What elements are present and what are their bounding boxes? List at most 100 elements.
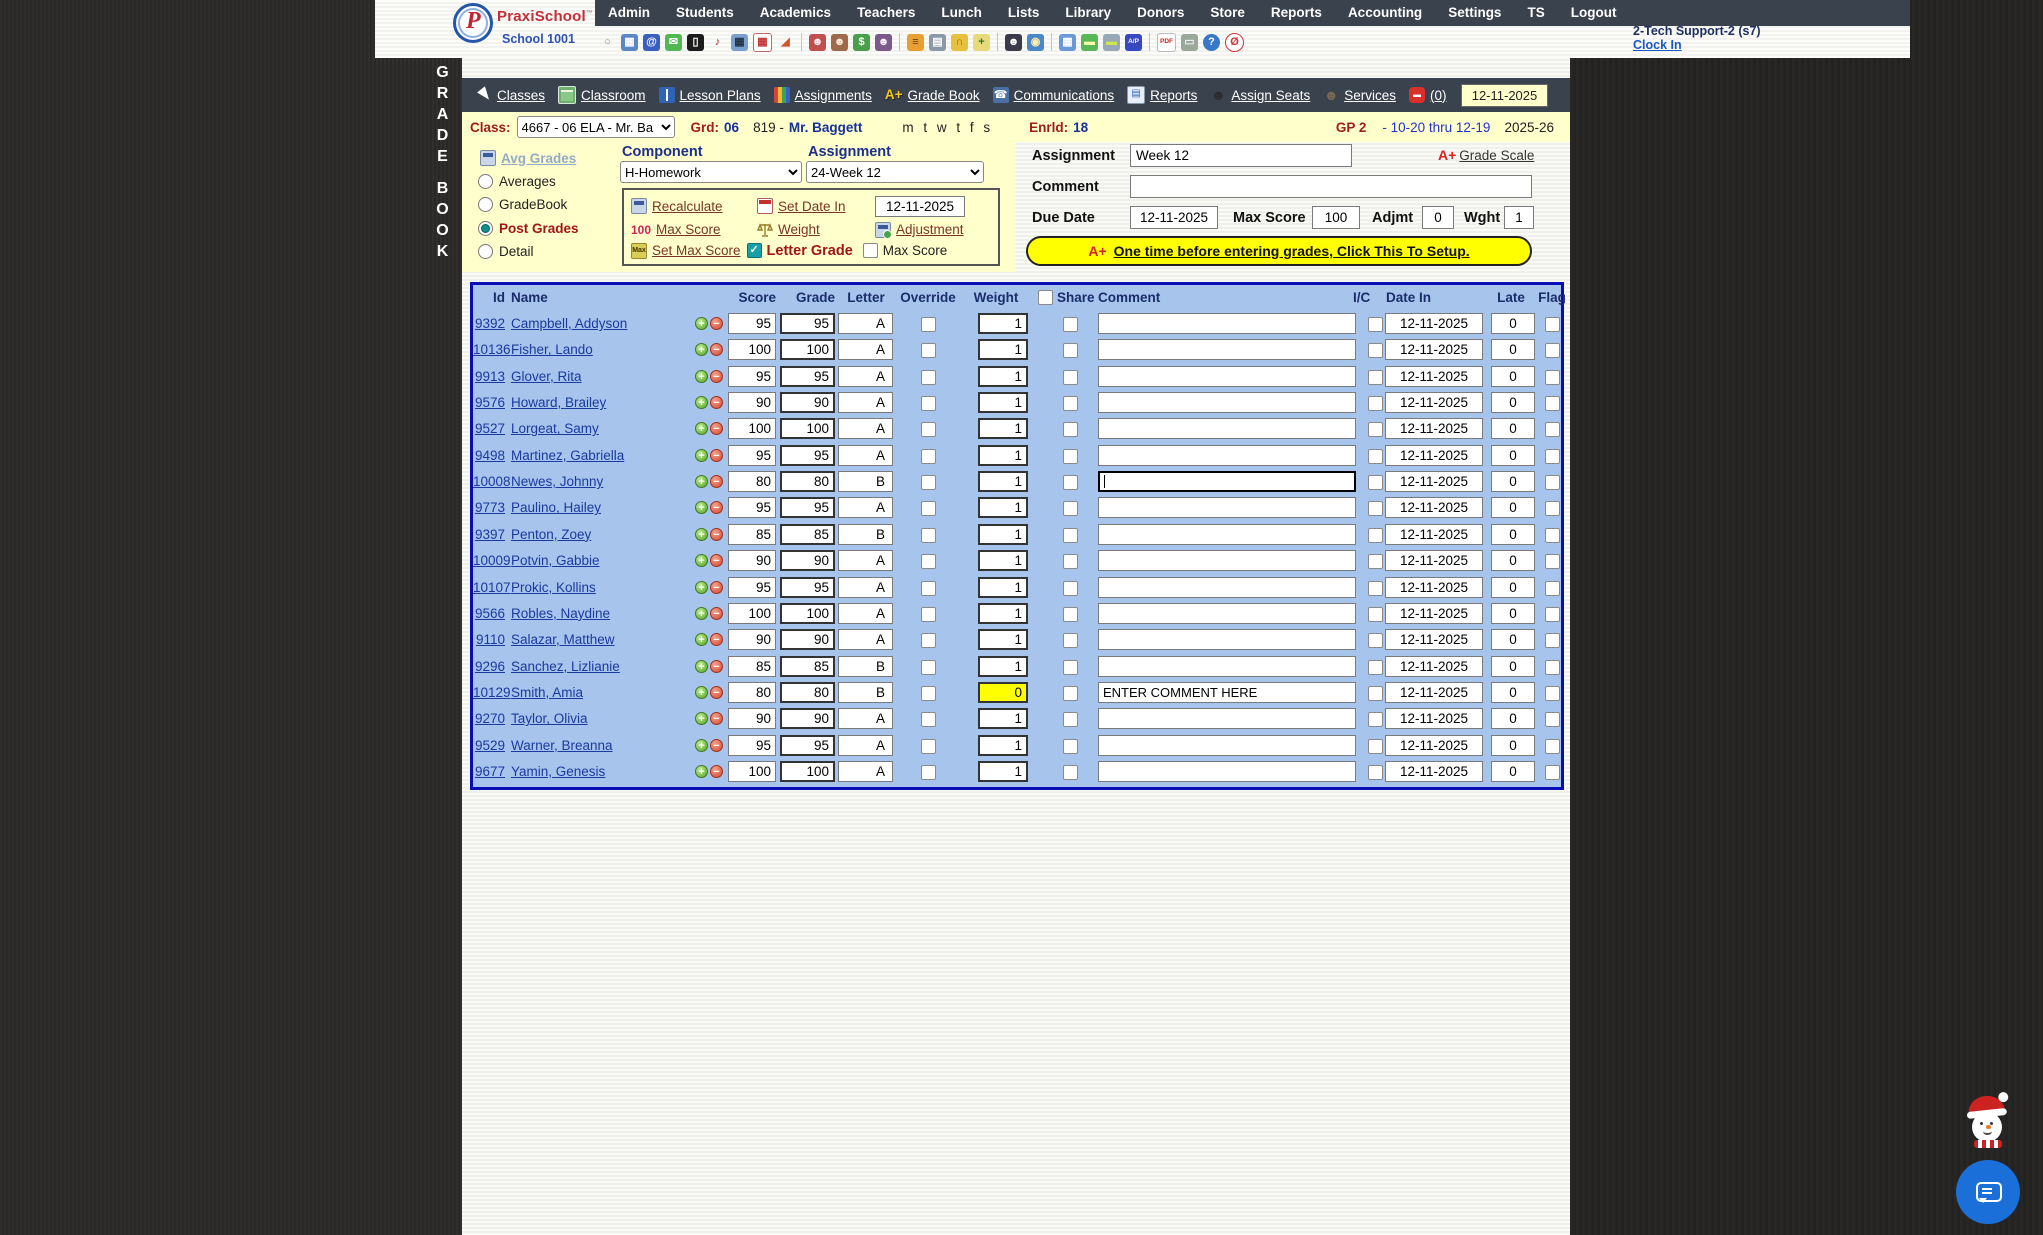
add-grade-icon[interactable]: + [695,659,708,673]
add-grade-icon[interactable]: + [695,738,708,752]
lunch-icon[interactable]: ≡ [907,33,924,51]
student-icon[interactable]: ☻ [831,33,848,51]
remove-grade-icon[interactable]: − [710,633,723,647]
secondary-nav-messages-link[interactable]: (0) [1429,87,1447,103]
share-checkbox[interactable] [1063,422,1078,438]
weight-input[interactable] [978,418,1028,440]
letter-input[interactable] [838,681,893,703]
date-in-input[interactable] [1385,313,1483,334]
letter-input[interactable] [838,760,893,782]
ic-checkbox[interactable] [1368,712,1383,728]
radio-gradebook[interactable] [478,197,493,212]
nav-item-admin[interactable]: Admin [608,5,650,20]
component-select[interactable]: H-Homework [620,161,802,183]
secondary-nav-classroom-link[interactable]: Classroom [581,87,646,103]
share-checkbox[interactable] [1063,712,1078,728]
student-name-link[interactable]: Lorgeat, Samy [511,421,599,437]
grade-input[interactable] [780,339,835,361]
flag-checkbox[interactable] [1545,554,1560,570]
weight-input[interactable] [978,444,1028,466]
student-name-link[interactable]: Penton, Zoey [511,526,592,542]
grade-input[interactable] [780,760,835,782]
ic-checkbox[interactable] [1368,580,1383,596]
late-input[interactable] [1491,471,1535,493]
secondary-nav-classes[interactable]: Classes [476,87,545,103]
current-date-box[interactable]: 12-11-2025 [1461,84,1548,107]
date-in-input[interactable] [1385,497,1483,519]
remove-grade-icon[interactable]: − [710,764,723,778]
grade-input[interactable] [780,313,835,334]
comment-input[interactable] [1098,471,1356,493]
comment-input[interactable] [1098,444,1356,466]
score-input[interactable] [728,576,776,598]
student-name-link[interactable]: Glover, Rita [511,368,582,384]
nav-item-library[interactable]: Library [1065,5,1112,20]
override-checkbox[interactable] [921,685,936,701]
set-max-score-link[interactable]: Set Max Score [652,243,741,258]
weight-input[interactable] [978,497,1028,519]
student-id-link[interactable]: 10107 [473,579,511,595]
late-input[interactable] [1491,576,1535,598]
remove-grade-icon[interactable]: − [710,738,723,752]
weight-input[interactable] [978,708,1028,730]
student-name-link[interactable]: Paulino, Hailey [511,500,602,516]
comment-input[interactable] [1098,339,1356,361]
clock-icon[interactable]: ◉ [1027,33,1044,51]
score-input[interactable] [728,629,776,651]
student-name-link[interactable]: Yamin, Genesis [511,763,606,779]
set-date-in-link[interactable]: Set Date In [778,198,846,214]
weight-input[interactable] [978,392,1028,414]
ic-checkbox[interactable] [1368,659,1383,675]
ic-checkbox[interactable] [1368,685,1383,701]
weight-input[interactable] [978,523,1028,545]
avg-grades-link[interactable]: Avg Grades [501,150,577,166]
comment-input[interactable] [1098,629,1356,651]
letter-input[interactable] [838,365,893,387]
secondary-nav-reports-link[interactable]: Reports [1150,87,1198,103]
student-id-link[interactable]: 9296 [474,658,505,674]
add-grade-icon[interactable]: + [695,475,708,489]
megaphone-icon[interactable]: ◢ [781,35,790,48]
remove-grade-icon[interactable]: − [710,712,723,726]
assignment-name-input[interactable] [1130,144,1352,167]
grade-scale[interactable]: A+ Grade Scale [1438,147,1534,163]
late-input[interactable] [1491,655,1535,677]
share-checkbox[interactable] [1063,475,1078,491]
share-checkbox[interactable] [1063,685,1078,701]
grade-input[interactable] [780,471,835,493]
late-input[interactable] [1491,418,1535,440]
student-id-link[interactable]: 9527 [474,421,505,437]
add-grade-icon[interactable]: + [695,422,708,436]
comment-input[interactable] [1098,576,1356,598]
letter-input[interactable] [838,444,893,466]
student-id-link[interactable]: 9566 [474,605,505,621]
flag-checkbox[interactable] [1545,422,1560,438]
weight-input[interactable] [978,760,1028,782]
max-score-input[interactable] [1312,206,1360,229]
share-checkbox[interactable] [1063,527,1078,543]
share-checkbox[interactable] [1063,659,1078,675]
wght-input[interactable] [1504,206,1534,229]
letter-input[interactable] [838,576,893,598]
adjmt-input[interactable] [1422,206,1454,229]
late-input[interactable] [1491,760,1535,782]
comment-input[interactable] [1098,655,1356,677]
flag-checkbox[interactable] [1545,659,1560,675]
set-date-in-input[interactable] [875,195,965,217]
student-id-link[interactable]: 9392 [474,316,505,331]
ic-checkbox[interactable] [1368,317,1383,332]
remove-grade-icon[interactable]: − [710,396,723,410]
add-grade-icon[interactable]: + [695,685,708,699]
nav-item-store[interactable]: Store [1210,5,1245,20]
score-input[interactable] [728,760,776,782]
date-in-input[interactable] [1385,444,1483,466]
nav-item-settings[interactable]: Settings [1448,5,1502,20]
add-grade-icon[interactable]: + [695,396,708,410]
date-in-input[interactable] [1385,708,1483,730]
secondary-nav-assign-seats[interactable]: ☻ Assign Seats [1210,87,1310,103]
ic-checkbox[interactable] [1368,448,1383,464]
late-input[interactable] [1491,497,1535,519]
student-name-link[interactable]: Salazar, Matthew [511,632,615,648]
recalculate-link[interactable]: Recalculate [652,198,723,214]
score-input[interactable] [728,471,776,493]
